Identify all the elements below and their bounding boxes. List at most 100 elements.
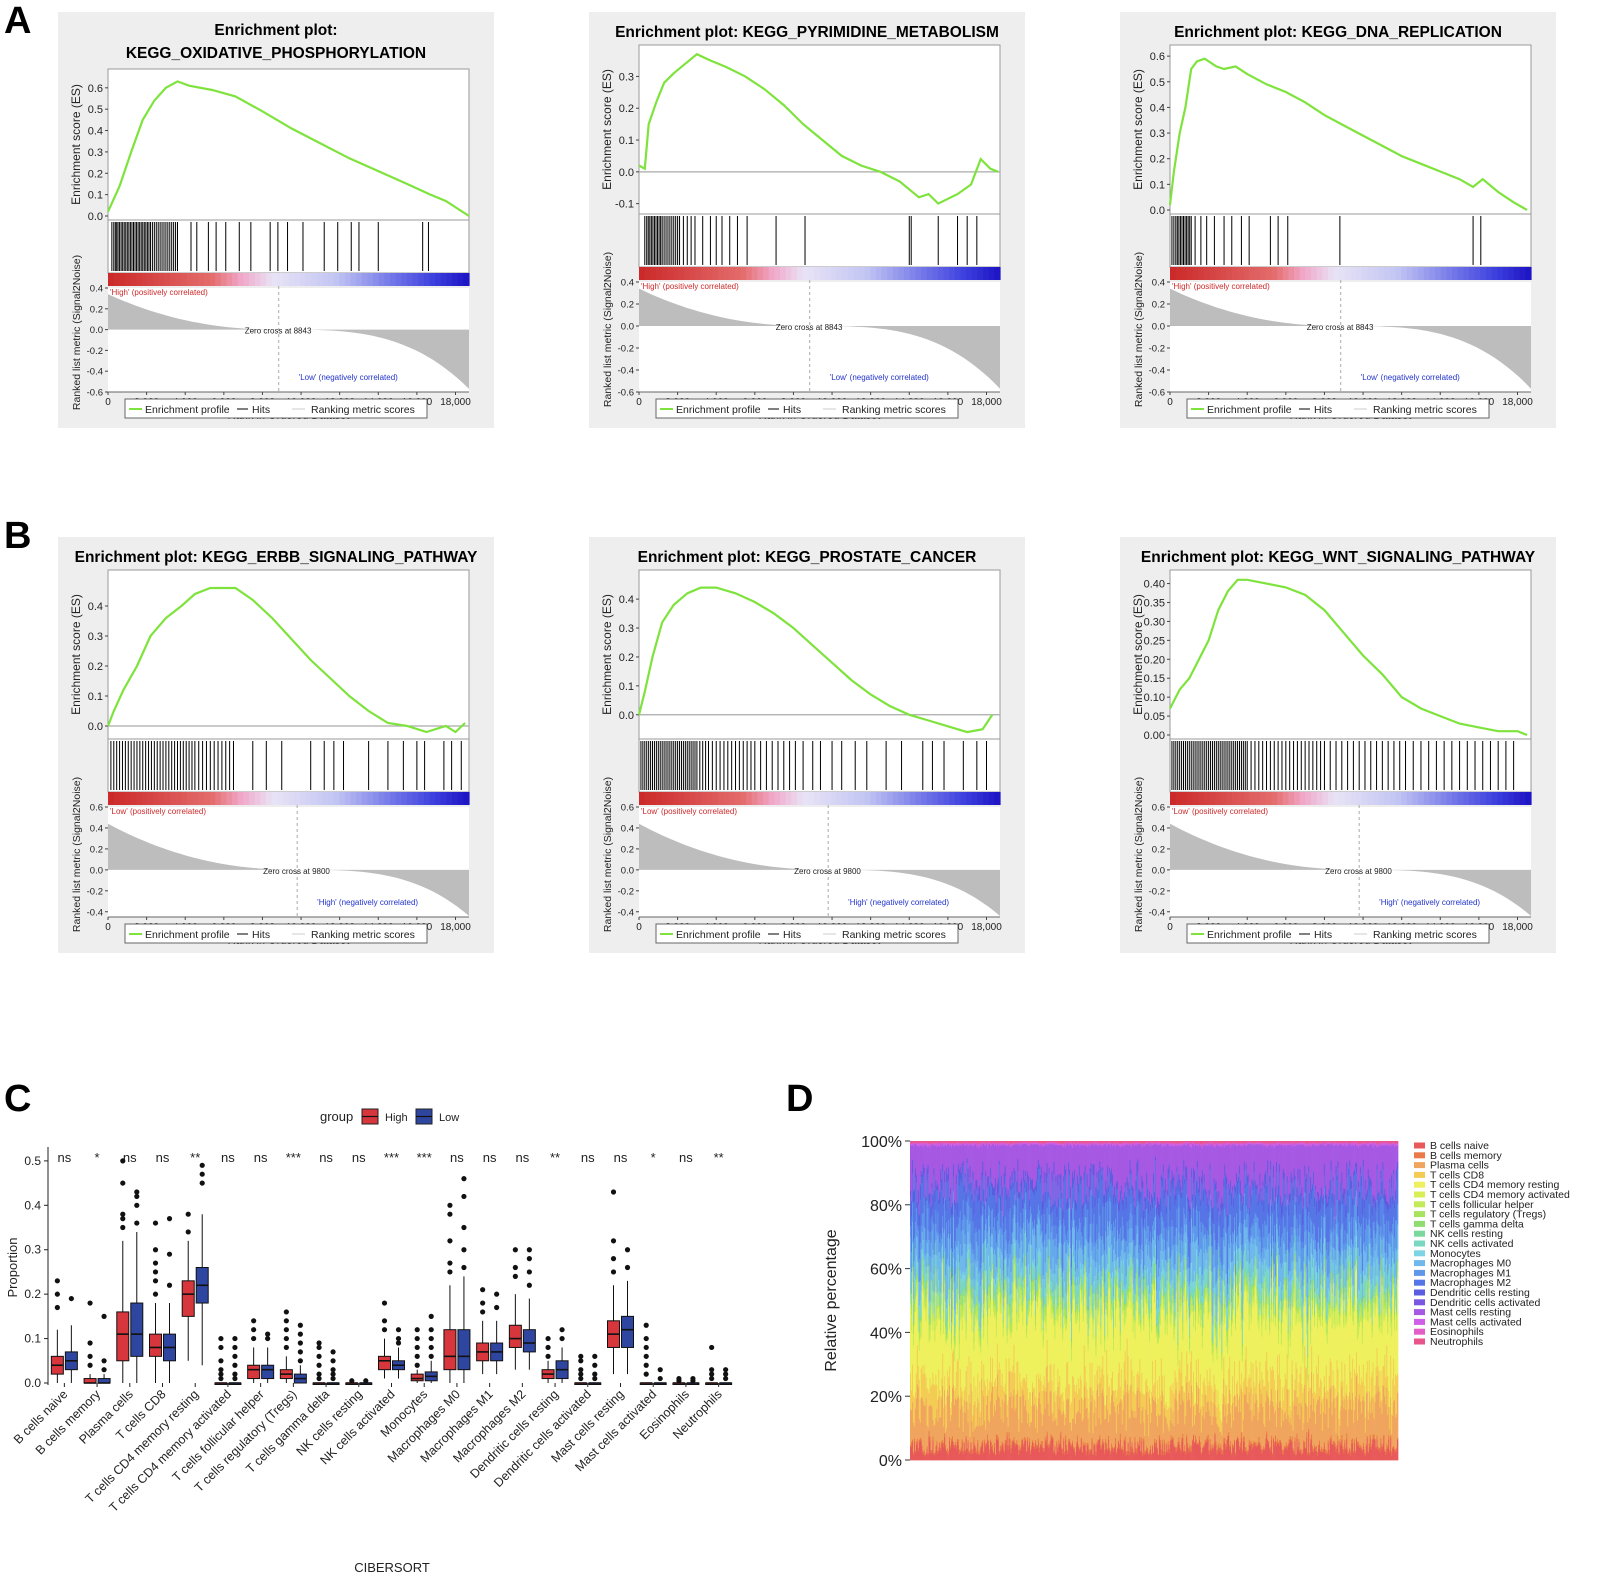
stacked-bar-segment — [931, 1406, 933, 1451]
stacked-bar-segment — [960, 1451, 963, 1461]
stacked-bar-segment — [918, 1225, 921, 1259]
rank-color-segment — [1367, 792, 1374, 805]
stacked-bar-segment — [975, 1187, 977, 1229]
stacked-bar-segment — [1062, 1327, 1064, 1334]
stacked-bar-segment — [1039, 1145, 1042, 1175]
stacked-bar-segment — [919, 1340, 922, 1400]
stacked-bar-segment — [942, 1255, 944, 1257]
stacked-bar-segment — [968, 1265, 970, 1275]
stacked-bar-segment — [967, 1143, 969, 1148]
stacked-bar-segment — [978, 1340, 980, 1344]
stacked-bar-segment — [1009, 1303, 1011, 1305]
stacked-bar-segment — [960, 1172, 963, 1174]
outlier-point — [723, 1371, 729, 1377]
stacked-bar-segment — [994, 1177, 997, 1179]
stacked-bar-segment — [972, 1261, 974, 1265]
rank-color-segment — [260, 792, 267, 805]
stacked-bar-segment — [910, 1296, 913, 1306]
stacked-bar-segment — [945, 1275, 947, 1303]
stacked-bar-segment — [945, 1199, 947, 1202]
stacked-bar-segment — [926, 1448, 928, 1461]
rank-color-segment — [746, 267, 753, 280]
stacked-bar-segment — [1032, 1290, 1034, 1302]
stacked-bar-segment — [957, 1143, 960, 1147]
stacked-bar-segment — [959, 1274, 962, 1294]
stacked-bar-segment — [984, 1275, 986, 1293]
stacked-bar-segment — [951, 1276, 954, 1291]
negative-correlation-label: 'High' (negatively correlated) — [317, 898, 418, 907]
stacked-bar-segment — [919, 1316, 922, 1318]
stacked-bar-segment — [958, 1185, 961, 1218]
stacked-bar-segment — [1040, 1330, 1043, 1333]
stacked-bar-segment — [966, 1218, 968, 1253]
stacked-bar-segment — [947, 1304, 949, 1319]
gsea-plot-prostate-cancer: Enrichment plot: KEGG_PROSTATE_CANCER 0.0… — [589, 537, 1025, 953]
stacked-bar-segment — [913, 1200, 916, 1239]
stacked-bar-segment — [994, 1142, 997, 1144]
stacked-bar-segment — [936, 1298, 938, 1307]
stacked-bar-segment — [951, 1325, 954, 1353]
stacked-bar-segment — [1026, 1322, 1028, 1324]
stacked-bar-segment — [1002, 1422, 1005, 1445]
legend-ranking-label: Ranking metric scores — [311, 929, 415, 941]
enrichment-profile-line — [637, 586, 994, 734]
stacked-bar-segment — [964, 1287, 966, 1290]
stacked-bar-segment — [916, 1438, 919, 1443]
stacked-bar-segment — [949, 1200, 951, 1239]
stacked-bar-segment — [910, 1201, 913, 1203]
rank-color-segment — [983, 792, 990, 805]
stacked-bar-segment — [966, 1142, 968, 1144]
stacked-bar-segment — [987, 1395, 989, 1435]
stacked-bar-segment — [948, 1286, 950, 1288]
rank-color-segment — [384, 273, 391, 286]
stacked-bar-segment — [1016, 1257, 1018, 1289]
stacked-bar-segment — [949, 1304, 951, 1307]
stacked-bar-segment — [917, 1447, 920, 1452]
stacked-bar-segment — [980, 1285, 982, 1328]
stacked-bar-segment — [944, 1375, 946, 1391]
stacked-bar-segment — [997, 1277, 1000, 1295]
legend-hits-label: Hits — [783, 929, 801, 941]
stacked-bar-segment — [1070, 1143, 1072, 1187]
rank-color-segment — [373, 273, 380, 286]
stacked-bar-segment — [1021, 1141, 1023, 1144]
stacked-bar-segment — [969, 1436, 971, 1450]
rank-color-segment — [723, 792, 730, 805]
stacked-bar-segment — [1058, 1145, 1060, 1199]
stacked-bar-segment — [975, 1179, 977, 1182]
stacked-bar-segment — [971, 1143, 973, 1146]
stacked-bar-segment — [1028, 1243, 1030, 1264]
stacked-bar-segment — [920, 1317, 923, 1319]
stacked-bar-segment — [927, 1165, 929, 1175]
stacked-bar-segment — [1067, 1208, 1069, 1232]
stacked-bar-segment — [1035, 1279, 1038, 1284]
outlier-point — [316, 1375, 322, 1382]
stacked-bar-segment — [1059, 1445, 1061, 1461]
significance-label: ns — [450, 1150, 464, 1165]
stacked-bar-segment — [1045, 1444, 1047, 1461]
stacked-bar-segment — [1011, 1333, 1013, 1373]
stacked-bar-segment — [983, 1326, 985, 1339]
stacked-bar-segment — [1027, 1142, 1029, 1146]
stacked-bar-segment — [935, 1209, 937, 1224]
stacked-bar-segment — [990, 1356, 992, 1402]
stacked-bar-segment — [980, 1268, 982, 1286]
stacked-bar-segment — [950, 1281, 952, 1298]
rank-color-segment — [1418, 792, 1425, 805]
stacked-bar-segment — [915, 1282, 918, 1295]
stacked-bar-segment — [1026, 1265, 1028, 1301]
stacked-bar-segment — [979, 1146, 981, 1185]
stacked-bar-segment — [996, 1294, 999, 1312]
stacked-bar-segment — [1067, 1269, 1069, 1271]
metric-tick-label: -0.2 — [1149, 886, 1165, 897]
ranking-metric-area — [1170, 288, 1531, 389]
stacked-bar-segment — [968, 1275, 970, 1357]
outlier-point — [120, 1211, 126, 1217]
stacked-bar-segment — [956, 1228, 959, 1248]
stacked-bar-segment — [940, 1319, 942, 1331]
stacked-bar-segment — [933, 1174, 935, 1225]
stacked-bar-segment — [1000, 1418, 1003, 1446]
stacked-bar-segment — [1004, 1394, 1006, 1441]
outlier-point — [330, 1358, 336, 1364]
stacked-bar-segment — [936, 1384, 938, 1410]
